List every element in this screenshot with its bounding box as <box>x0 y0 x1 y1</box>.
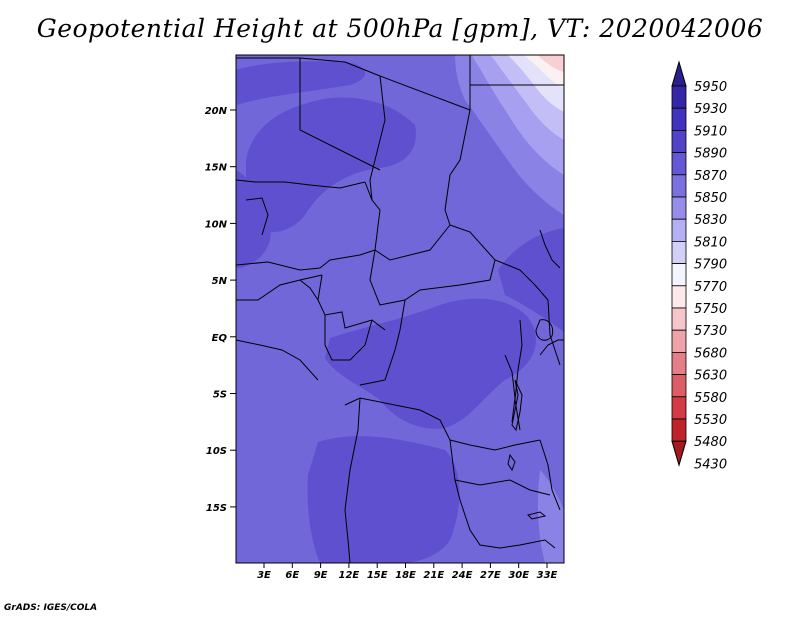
colorbar-swatch <box>671 174 687 198</box>
lakes <box>507 319 554 520</box>
colorbar: 5950 5930 5910 5890 5870 5850 5830 5810 5790 5770… <box>671 60 727 472</box>
colorbar-swatch <box>671 396 687 420</box>
colorbar-label: 5770 <box>694 280 727 295</box>
lon-label: 27E <box>480 570 501 581</box>
colorbar-label: 5730 <box>694 324 727 339</box>
colorbar-label: 5830 <box>694 213 727 228</box>
lat-label: 5N <box>212 276 228 287</box>
chart-title: Geopotential Height at 500hPa [gpm], VT:… <box>36 14 764 43</box>
lon-label: 6E <box>285 570 299 581</box>
lon-label: 15E <box>367 570 388 581</box>
colorbar-label: 5580 <box>694 391 727 406</box>
colorbar-label: 5850 <box>694 191 727 206</box>
field-region-5890-sahara <box>246 97 416 233</box>
map-frame <box>235 54 565 564</box>
colorbar-swatch <box>671 152 687 176</box>
colorbar-swatch <box>671 374 687 398</box>
colorbar-swatch <box>671 285 687 309</box>
lon-label: 30E <box>508 570 529 581</box>
colorbar-bottom-arrow <box>671 440 687 467</box>
colorbar-label: 5790 <box>694 258 727 273</box>
colorbar-swatch <box>671 129 687 153</box>
lon-label: 12E <box>339 570 360 581</box>
colorbar-label: 5930 <box>694 102 727 117</box>
colorbar-swatch <box>671 218 687 242</box>
colorbar-label: 5630 <box>694 369 727 384</box>
colorbar-label: 5870 <box>694 169 727 184</box>
colorbar-label: 5680 <box>694 346 727 361</box>
colorbar-label: 5890 <box>694 147 727 162</box>
lat-label: 10N <box>205 219 228 230</box>
field-region-5890-south <box>307 436 460 563</box>
colorbar-swatch <box>671 418 687 442</box>
lon-label: 3E <box>257 570 271 581</box>
lat-label: 15S <box>206 503 227 514</box>
footer-credit: GrADS: IGES/COLA <box>4 603 98 613</box>
field-region-5750-ne <box>538 55 564 72</box>
field-region-5890-east <box>498 228 564 332</box>
colorbar-label: 5530 <box>694 413 727 428</box>
lat-label: EQ <box>212 333 228 344</box>
lon-label: 21E <box>423 570 444 581</box>
lon-label: 18E <box>395 570 416 581</box>
lat-label: 10S <box>206 446 227 457</box>
lon-label: 33E <box>537 570 558 581</box>
lat-label: 5S <box>213 390 227 401</box>
lon-label: 24E <box>452 570 473 581</box>
map-area <box>236 55 564 563</box>
country-boundaries <box>236 55 564 563</box>
lon-axis: 3E 6E 9E 12E 15E 18E 21E 24E 27E 30E 33E <box>257 563 558 581</box>
lon-label: 9E <box>314 570 328 581</box>
field-region-5890-west <box>236 170 272 268</box>
colorbar-top-arrow <box>671 60 687 87</box>
colorbar-swatch <box>671 329 687 353</box>
field-region-5890-north <box>236 61 366 105</box>
colorbar-label: 5480 <box>694 435 727 450</box>
colorbar-label: 5750 <box>694 302 727 317</box>
colorbar-label: 5950 <box>694 80 727 95</box>
lat-label: 20N <box>205 106 228 117</box>
colorbar-swatch <box>671 307 687 331</box>
colorbar-swatch <box>671 85 687 109</box>
colorbar-label: 5430 <box>694 457 727 472</box>
colorbar-label: 5910 <box>694 124 727 139</box>
colorbar-swatch <box>671 351 687 375</box>
colorbar-swatch <box>671 196 687 220</box>
colorbar-swatch <box>671 107 687 131</box>
lat-axis: 20N 15N 10N 5N EQ 5S 10S 15S <box>205 106 236 514</box>
colorbar-swatch <box>671 240 687 264</box>
colorbar-label: 5810 <box>694 235 727 250</box>
colorbar-swatch <box>671 263 687 287</box>
field-region-5890-congo <box>325 298 536 429</box>
lat-label: 15N <box>205 163 228 174</box>
